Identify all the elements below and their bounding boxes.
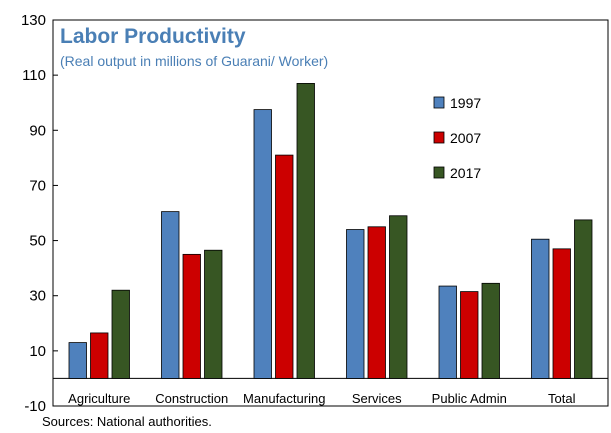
bar-1997-agriculture [68,342,87,379]
legend-swatch-2017 [433,166,445,179]
bar-2017-construction [204,249,223,379]
bar-2007-services [367,226,386,379]
bar-2017-total [574,219,593,379]
bar-2007-total [552,248,571,379]
chart-title: Labor Productivity [60,25,246,48]
bar-2017-public-admin [481,282,500,379]
plot-area [52,19,609,407]
bar-2007-agriculture [90,332,109,379]
y-tick-label: 30 [29,288,46,305]
bar-1997-manufacturing [253,109,272,379]
legend: 1997 2007 2017 [433,95,481,181]
bar-1997-construction [161,211,180,379]
bar-2017-manufacturing [296,83,315,379]
bar-1997-services [346,229,365,379]
x-tick-label: Services [352,391,402,406]
bar-2007-public-admin [460,291,479,379]
legend-label-1997: 1997 [450,95,481,111]
x-tick-label: Total [548,391,576,406]
legend-label-2007: 2007 [450,130,481,146]
x-tick-label: Manufacturing [243,391,325,406]
y-tick-label: 70 [29,177,46,194]
bar-2017-services [389,215,408,379]
bar-2017-agriculture [111,289,130,379]
source-note: Sources: National authorities. [42,414,212,429]
legend-swatch-2007 [433,131,445,144]
y-tick-label: 90 [29,122,46,139]
bar-2007-construction [182,253,201,379]
y-tick-label: 130 [21,12,46,29]
y-tick-label: 10 [29,343,46,360]
legend-label-2017: 2017 [450,165,481,181]
y-tick-label: -10 [24,398,46,415]
legend-swatch-1997 [433,96,445,109]
y-axis: -10 10 30 50 70 90 110 130 [21,12,58,415]
chart-subtitle: (Real output in millions of Guarani/ Wor… [60,53,328,69]
x-tick-label: Agriculture [68,391,130,406]
x-tick-label: Construction [155,391,228,406]
y-tick-label: 50 [29,233,46,250]
plot-frame [52,19,609,407]
x-tick-label: Public Admin [432,391,507,406]
bar-1997-public-admin [438,285,457,379]
y-tick-label: 110 [22,67,46,84]
bar-1997-total [531,238,550,379]
bars [68,83,593,379]
bar-2007-manufacturing [275,154,294,379]
x-axis: Agriculture Construction Manufacturing Serv… [68,391,575,406]
